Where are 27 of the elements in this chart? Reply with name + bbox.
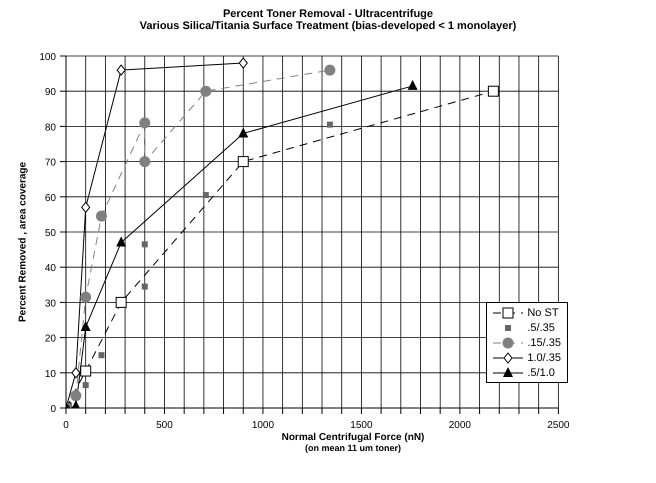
y-tick-label: 20 <box>44 334 56 345</box>
chart-title: Percent Toner Removal - Ultracentrifuge <box>222 8 434 20</box>
legend-label: .5/.35 <box>527 322 555 334</box>
x-tick-label: 500 <box>156 420 174 431</box>
y-tick-label: 100 <box>39 52 56 63</box>
x-tick-label: 2500 <box>547 420 570 431</box>
legend-label: .15/.35 <box>527 336 561 348</box>
text: (on mean 11 um toner) <box>304 443 402 453</box>
y-tick-label: 40 <box>44 263 56 274</box>
legend-label: 1.0/.35 <box>527 352 561 364</box>
legend-label: .5/1.0 <box>527 366 555 378</box>
y-tick-label: 0 <box>50 404 56 415</box>
x-tick-label: 0 <box>63 420 70 431</box>
y-tick-label: 70 <box>44 158 56 169</box>
x-tick-label: 1000 <box>252 420 275 431</box>
chart-subtitle: Various Silica/Titania Surface Treatment (bias-developed < 1 monolayer) <box>138 20 518 32</box>
y-tick-label: 30 <box>44 298 56 310</box>
x-tick-label: 2000 <box>448 420 472 431</box>
y-tick-label: 80 <box>44 122 56 134</box>
y-axis-title: Percent Removed , area coverage <box>18 161 29 322</box>
y-tick-label: 60 <box>44 192 56 204</box>
y-tick-label: 50 <box>44 228 56 239</box>
x-tick-label: 1500 <box>350 420 373 431</box>
legend-label: No ST <box>527 306 559 318</box>
y-tick-label: 90 <box>44 87 56 98</box>
y-tick-label: 10 <box>44 368 56 380</box>
x-axis-title: Normal Centrifugal Force (nN) <box>280 432 426 443</box>
